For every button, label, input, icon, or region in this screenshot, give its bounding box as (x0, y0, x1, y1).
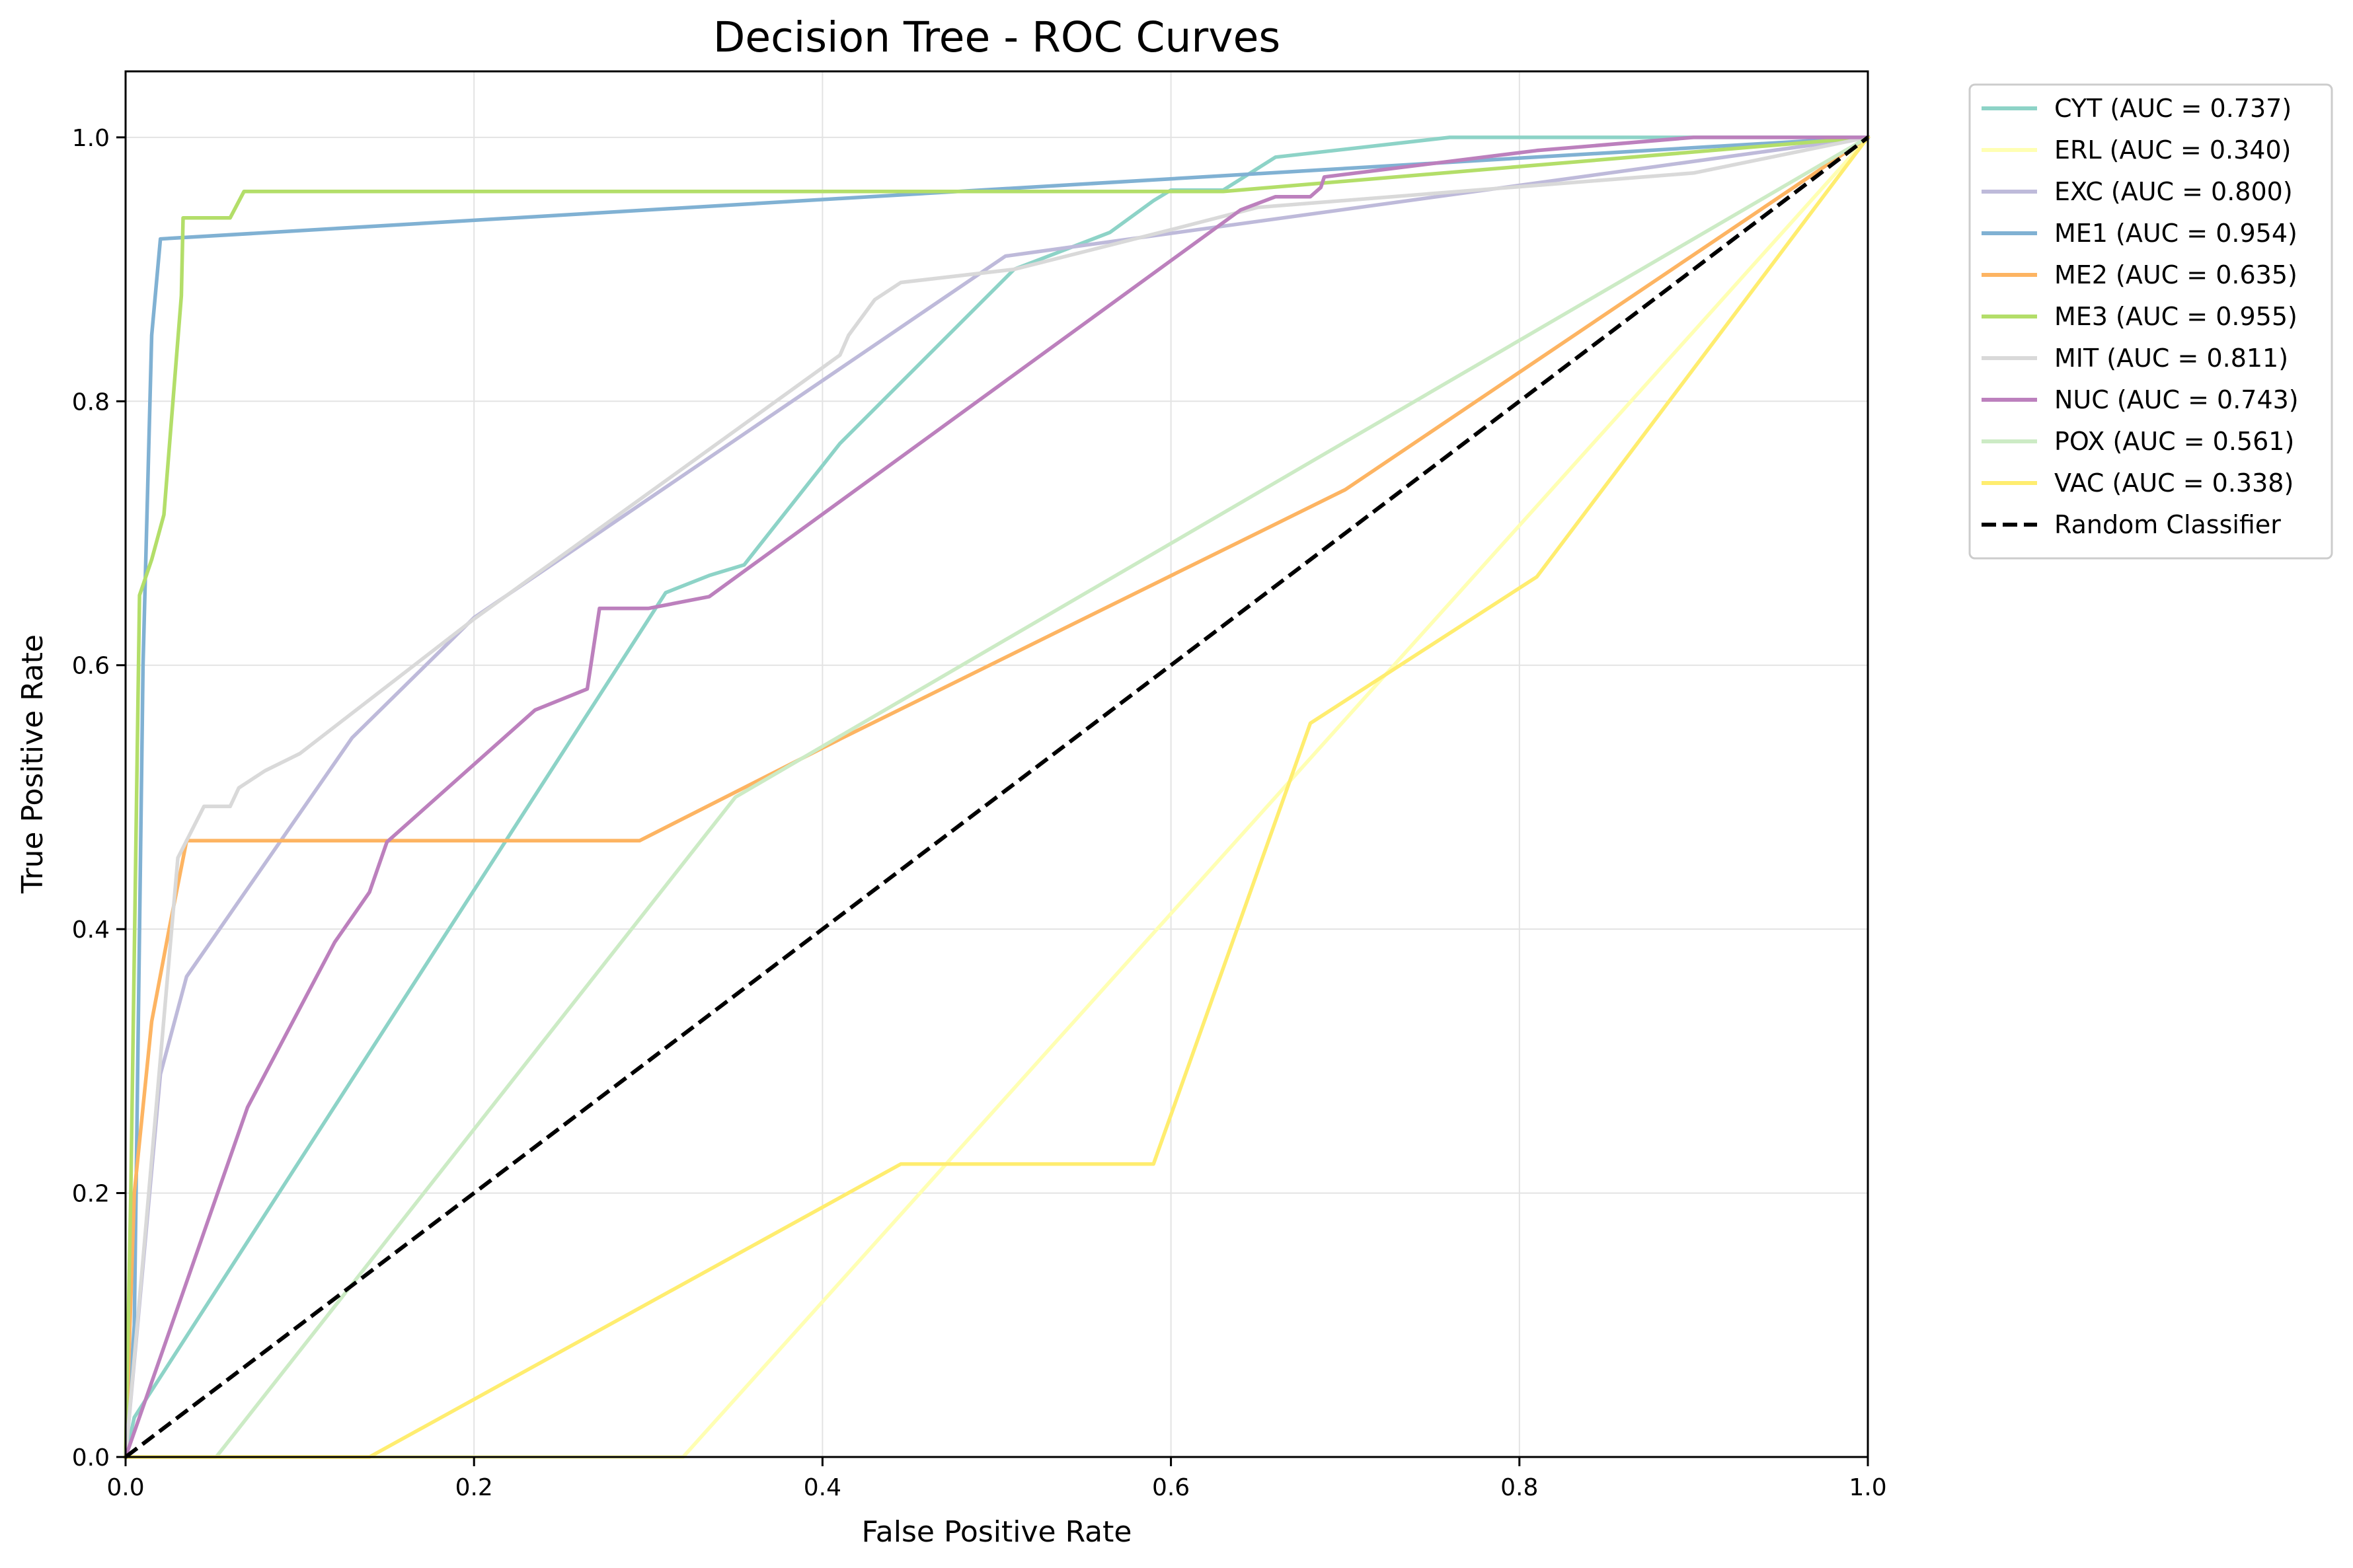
series-line-nuc (123, 135, 1870, 1460)
legend-label-erl: ERL (AUC = 0.340) (2054, 135, 2291, 165)
y-axis-label: True Positive Rate (16, 634, 50, 894)
plot-frame (124, 70, 1869, 1458)
random-classifier-line (124, 135, 1869, 1459)
legend-label-random-classifier: Random Classifier (2054, 510, 2281, 539)
x-tick-label: 0.8 (1500, 1474, 1538, 1501)
legend-label-me2: ME2 (AUC = 0.635) (2054, 260, 2297, 289)
x-tick-label: 0.6 (1152, 1474, 1190, 1501)
legend-box (1968, 83, 2333, 560)
y-tick-label: 0.2 (72, 1181, 110, 1208)
y-tick-label: 0.8 (72, 389, 110, 416)
y-tick-label: 0.6 (72, 653, 110, 680)
series-line-cyt (123, 135, 1870, 1460)
series-line-me3 (124, 135, 1870, 1459)
y-tick-label: 1.0 (72, 125, 110, 152)
x-tick-label: 1.0 (1849, 1474, 1886, 1501)
series-line-mit (124, 135, 1871, 1459)
legend-label-vac: VAC (AUC = 0.338) (2054, 468, 2294, 498)
legend-label-nuc: NUC (AUC = 0.743) (2054, 385, 2299, 414)
x-tick-label: 0.0 (106, 1474, 144, 1501)
y-tick-label: 0.4 (72, 916, 110, 944)
x-tick-label: 0.4 (804, 1474, 841, 1501)
legend-label-cyt: CYT (AUC = 0.737) (2054, 94, 2292, 123)
axis-ticks: 0.0 0.2 0.4 0.6 0.8 1.0 0.0 0.2 0.4 0.6 0.8 1.0 (72, 125, 1887, 1501)
x-axis-label: False Positive Rate (862, 1515, 1132, 1549)
x-tick-label: 0.2 (455, 1474, 493, 1501)
legend-label-me1: ME1 (AUC = 0.954) (2054, 219, 2297, 248)
legend-label-pox: POX (AUC = 0.561) (2054, 427, 2294, 456)
chart-title: Decision Tree - ROC Curves (713, 13, 1280, 61)
legend: CYT (AUC = 0.737) ERL (AUC = 0.340) EXC (A… (1968, 83, 2333, 560)
legend-label-me3: ME3 (AUC = 0.955) (2054, 302, 2297, 331)
series-line-me1 (124, 135, 1870, 1459)
legend-label-mit: MIT (AUC = 0.811) (2054, 344, 2288, 373)
legend-label-exc: EXC (AUC = 0.800) (2054, 177, 2293, 206)
y-tick-label: 0.0 (72, 1444, 110, 1472)
